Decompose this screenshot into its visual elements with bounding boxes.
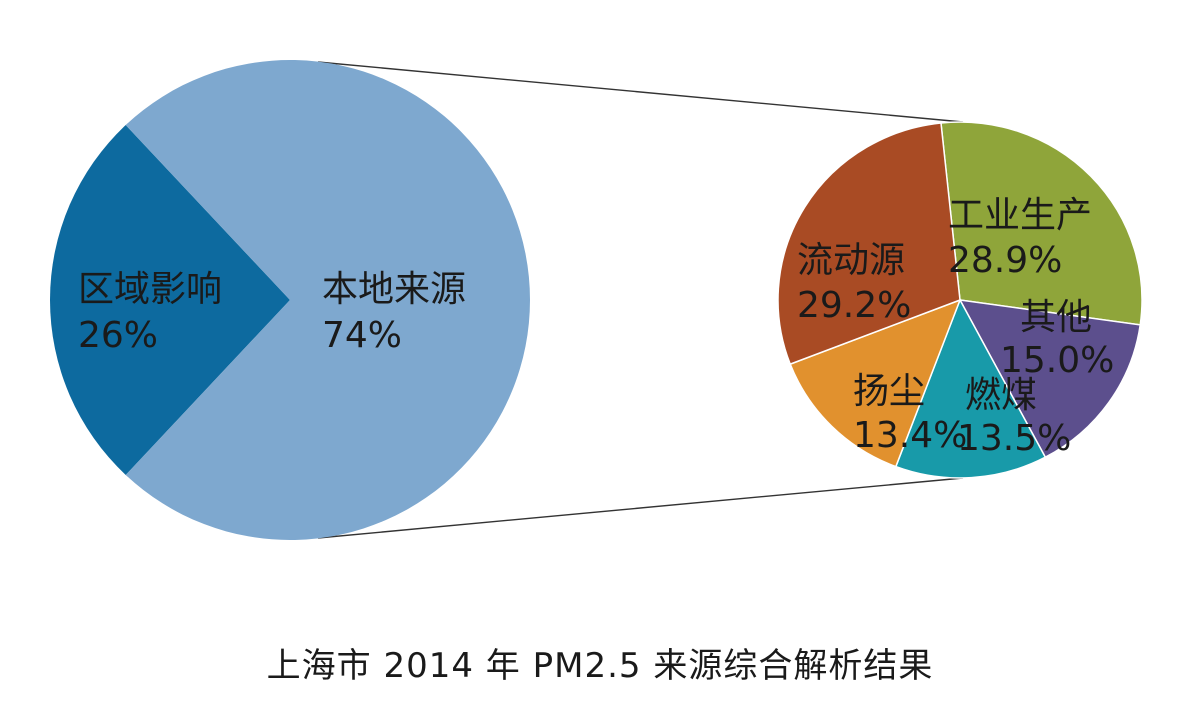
slice-value-other: 15.0% xyxy=(1000,340,1114,381)
slice-value-dust: 13.4% xyxy=(853,415,967,456)
slice-label-other: 其他 xyxy=(1020,297,1092,338)
pie-slice-mobile xyxy=(777,122,961,366)
slice-label-mobile: 流动源 xyxy=(797,240,905,281)
slice-value-mobile: 29.2% xyxy=(797,285,911,326)
slice-value-industry: 28.9% xyxy=(948,240,1062,281)
connector-line-top xyxy=(317,61,964,123)
slice-value-regional: 26% xyxy=(78,315,158,356)
slice-value-coal: 13.5% xyxy=(957,418,1071,459)
slice-label-coal: 燃煤 xyxy=(965,375,1037,416)
main-pie: 区域影响 26% 本地来源 74% xyxy=(49,59,531,541)
pie-slice-dust xyxy=(789,298,962,468)
slice-value-local: 74% xyxy=(322,315,402,356)
chart-caption: 上海市 2014 年 PM2.5 来源综合解析结果 xyxy=(266,646,934,686)
pie-slice-coal xyxy=(894,298,1047,479)
breakdown-pie: 工业生产 28.9% 其他 15.0% 燃煤 13.5% 扬尘 13.4% 流动… xyxy=(777,121,1143,479)
slice-label-dust: 扬尘 xyxy=(853,371,925,412)
connector-line-bottom xyxy=(317,477,964,539)
pie-slice-other xyxy=(958,299,1142,459)
slice-label-regional: 区域影响 xyxy=(78,269,222,310)
slice-label-local: 本地来源 xyxy=(322,269,466,310)
slice-label-industry: 工业生产 xyxy=(948,195,1092,236)
pie-slice-industry xyxy=(940,121,1143,326)
pie-slice-regional xyxy=(49,125,290,475)
pie-slice-local xyxy=(125,59,531,541)
